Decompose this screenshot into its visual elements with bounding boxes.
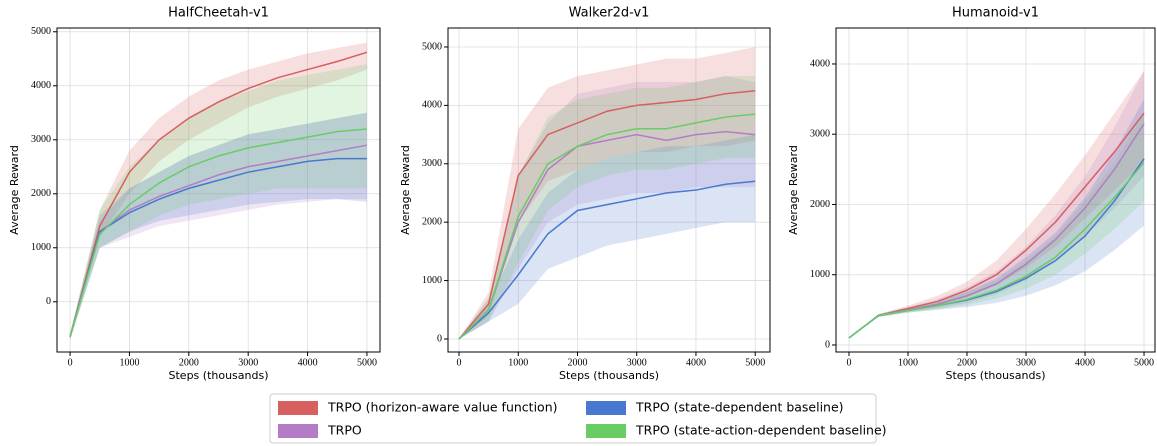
x-tick-label: 1000 (508, 357, 528, 368)
x-tick-label: 0 (457, 357, 462, 368)
x-tick-label: 0 (846, 357, 851, 368)
x-tick-label: 2000 (179, 357, 199, 368)
y-tick-label: 1000 (422, 275, 442, 286)
y-tick-label: 4000 (422, 100, 442, 111)
x-tick-label: 3000 (238, 357, 258, 368)
x-tick-label: 4000 (1075, 357, 1095, 368)
x-tick-label: 2000 (957, 357, 977, 368)
x-axis-label: Steps (thousands) (946, 369, 1046, 382)
y-tick-label: 2000 (810, 199, 830, 210)
legend-label: TRPO (horizon-aware value function) (327, 400, 558, 415)
confidence-band (459, 76, 756, 339)
series-line (848, 112, 1145, 339)
legend-swatch (278, 424, 318, 438)
y-tick-label: 4000 (810, 58, 830, 69)
series-line (458, 130, 756, 340)
legend-swatch (586, 401, 626, 415)
legend-frame (269, 393, 877, 444)
series-line (69, 51, 368, 338)
chart-title: HalfCheetah-v1 (168, 6, 269, 21)
series-line (848, 161, 1145, 339)
subplot: Humanoid-v1 0 1000 2000 3000 4000 5000 0 1000 200… (787, 6, 1156, 382)
y-tick-label: 5000 (422, 41, 442, 52)
x-tick-label: 1000 (898, 357, 918, 368)
y-tick-label: 0 (46, 296, 51, 307)
series-line (69, 144, 368, 338)
y-tick-label: 5000 (31, 26, 51, 37)
series-line (69, 157, 367, 338)
x-tick-label: 4000 (298, 357, 318, 368)
confidence-band (70, 112, 367, 340)
y-axis-label: Average Reward (399, 145, 412, 235)
chart-title: Walker2d-v1 (569, 6, 650, 21)
x-tick-label: 5000 (357, 357, 377, 368)
y-axis-label: Average Reward (787, 145, 800, 235)
x-tick-label: 2000 (567, 357, 587, 368)
y-tick-label: 2000 (31, 188, 51, 199)
legend-label: TRPO (327, 423, 362, 438)
legend-swatch (586, 424, 626, 438)
y-axis-label: Average Reward (8, 145, 21, 235)
x-tick-label: 4000 (686, 357, 706, 368)
axes-frame (835, 27, 1156, 353)
subplot: HalfCheetah-v1 0 1000 2000 3000 4000 5000 0 1000… (8, 6, 381, 382)
y-tick-label: 2000 (422, 216, 442, 227)
legend: TRPO (horizon-aware value function) TRPO T… (269, 393, 887, 444)
y-tick-label: 1000 (31, 242, 51, 253)
y-tick-label: 3000 (31, 134, 51, 145)
confidence-band (459, 76, 756, 339)
y-tick-label: 3000 (810, 129, 830, 140)
x-tick-label: 5000 (1134, 357, 1154, 368)
x-tick-label: 0 (68, 357, 73, 368)
x-axis-label: Steps (thousands) (169, 369, 269, 382)
axes-frame (447, 27, 771, 353)
x-axis-label: Steps (thousands) (559, 369, 659, 382)
y-tick-label: 0 (437, 333, 442, 344)
x-tick-label: 1000 (119, 357, 139, 368)
subplot: Walker2d-v1 0 1000 2000 3000 4000 5000 0 1000 200… (399, 6, 771, 382)
confidence-band (459, 134, 756, 339)
series-line (458, 90, 756, 340)
confidence-band (70, 112, 367, 340)
series-line (69, 128, 368, 338)
confidence-band (70, 64, 367, 340)
y-tick-label: 0 (825, 339, 830, 350)
legend-label: TRPO (state-dependent baseline) (635, 400, 844, 415)
x-tick-label: 3000 (1016, 357, 1036, 368)
series-line (458, 113, 756, 340)
y-tick-label: 3000 (422, 158, 442, 169)
y-tick-label: 4000 (31, 80, 51, 91)
legend-swatch (278, 401, 318, 415)
confidence-band (459, 46, 756, 339)
series-line (458, 180, 756, 340)
axes-frame (56, 27, 381, 353)
x-tick-label: 5000 (745, 357, 765, 368)
y-tick-label: 1000 (810, 269, 830, 280)
legend-label: TRPO (state-action-dependent baseline) (635, 423, 887, 438)
chart-title: Humanoid-v1 (952, 6, 1039, 21)
x-tick-label: 3000 (627, 357, 647, 368)
